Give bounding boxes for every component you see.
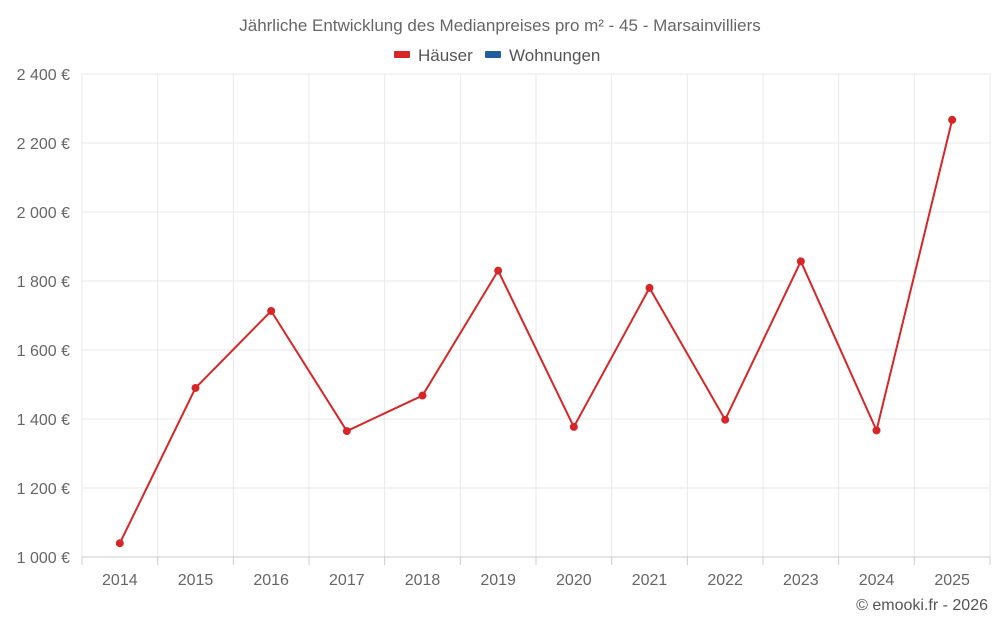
series-line-0 <box>118 119 954 544</box>
x-tick-label: 2022 <box>707 572 743 589</box>
data-point-2023[interactable] <box>796 257 805 266</box>
legend-swatch-haeuser <box>394 51 410 58</box>
x-tick-label: 2025 <box>934 572 970 589</box>
data-point-2016[interactable] <box>267 307 276 316</box>
legend-item-wohnungen[interactable]: Wohnungen <box>485 46 600 65</box>
legend-label-wohnungen: Wohnungen <box>509 46 600 65</box>
grid <box>81 73 991 558</box>
series-layer <box>115 115 957 548</box>
x-tick-label: 2014 <box>102 572 138 589</box>
data-point-2018[interactable] <box>418 391 427 400</box>
x-tick-label: 2023 <box>783 572 819 589</box>
data-point-2020[interactable] <box>569 422 578 431</box>
y-tick-label: 2 000 € <box>17 205 70 222</box>
y-tick-label: 1 600 € <box>17 343 70 360</box>
y-tick-label: 1 000 € <box>17 550 70 567</box>
y-tick-label: 2 200 € <box>17 136 70 153</box>
data-point-2025[interactable] <box>948 115 957 124</box>
x-tick-label: 2016 <box>253 572 289 589</box>
y-tick-label: 1 800 € <box>17 274 70 291</box>
data-point-2017[interactable] <box>342 427 351 436</box>
legend: Häuser Wohnungen <box>394 46 600 65</box>
data-point-2019[interactable] <box>494 266 503 275</box>
x-tick-label: 2024 <box>859 572 895 589</box>
y-tick-label: 2 400 € <box>17 67 70 84</box>
x-tick-label: 2018 <box>405 572 441 589</box>
chart-title: Jährliche Entwicklung des Medianpreises … <box>239 16 761 35</box>
x-tick-label: 2020 <box>556 572 592 589</box>
x-tick-label: 2017 <box>329 572 365 589</box>
y-axis-ticks: 1 000 € 1 200 € 1 400 € 1 600 € 1 800 € 2 000… <box>17 67 70 567</box>
data-point-2021[interactable] <box>645 283 654 292</box>
legend-item-haeuser[interactable]: Häuser <box>394 46 473 65</box>
x-axis-ticks: 2014 2015 2016 2017 2018 2019 2020 2021 2022 2023… <box>81 557 991 589</box>
data-point-2022[interactable] <box>721 415 730 424</box>
y-tick-label: 1 400 € <box>17 412 70 429</box>
legend-label-haeuser: Häuser <box>418 46 473 65</box>
x-tick-label: 2019 <box>480 572 516 589</box>
data-point-2024[interactable] <box>872 426 881 435</box>
x-tick-label: 2015 <box>178 572 214 589</box>
y-tick-label: 1 200 € <box>17 481 70 498</box>
x-tick-label: 2021 <box>632 572 668 589</box>
legend-swatch-wohnungen <box>485 51 501 58</box>
data-point-2014[interactable] <box>115 539 124 548</box>
credit-text: © emooki.fr - 2026 <box>856 597 988 614</box>
data-point-2015[interactable] <box>191 383 200 392</box>
